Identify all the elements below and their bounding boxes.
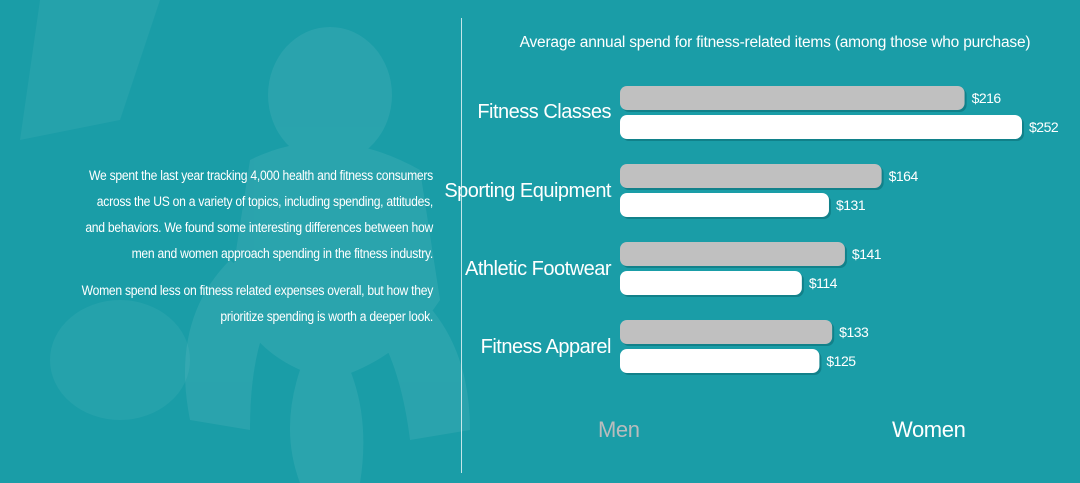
data-label-women-sporting-equipment: $131 (836, 197, 866, 213)
intro-paragraph-1: We spent the last year tracking 4,000 he… (85, 168, 434, 261)
bar-men-fitness-classes (620, 86, 965, 110)
category-label-sporting-equipment: Sporting Equipment (444, 180, 611, 202)
legend-women: Women (892, 417, 966, 442)
vertical-divider (461, 18, 462, 473)
category-label-athletic-footwear: Athletic Footwear (464, 258, 612, 280)
chart-title: Average annual spend for fitness-related… (519, 34, 1031, 51)
bar-men-athletic-footwear (620, 242, 845, 266)
bar-women-athletic-footwear (620, 271, 802, 295)
data-label-men-sporting-equipment: $164 (889, 168, 919, 184)
intro-paragraph-2: Women spend less on fitness related expe… (81, 283, 434, 324)
legend-men: Men (598, 417, 640, 442)
data-label-men-fitness-classes: $216 (972, 90, 1002, 106)
data-label-women-fitness-classes: $252 (1029, 119, 1059, 135)
category-label-fitness-classes: Fitness Classes (477, 101, 611, 123)
data-label-men-fitness-apparel: $133 (839, 324, 869, 340)
bar-women-fitness-apparel (620, 349, 820, 373)
category-label-fitness-apparel: Fitness Apparel (480, 336, 612, 358)
bar-women-sporting-equipment (620, 193, 829, 217)
intro-text: We spent the last year tracking 4,000 he… (79, 163, 434, 341)
bar-men-fitness-apparel (620, 320, 833, 344)
bar-men-sporting-equipment (620, 164, 882, 188)
data-label-women-athletic-footwear: $114 (809, 275, 838, 291)
data-label-women-fitness-apparel: $125 (826, 353, 856, 369)
data-label-men-athletic-footwear: $141 (852, 246, 882, 262)
bar-women-fitness-classes (620, 115, 1022, 139)
